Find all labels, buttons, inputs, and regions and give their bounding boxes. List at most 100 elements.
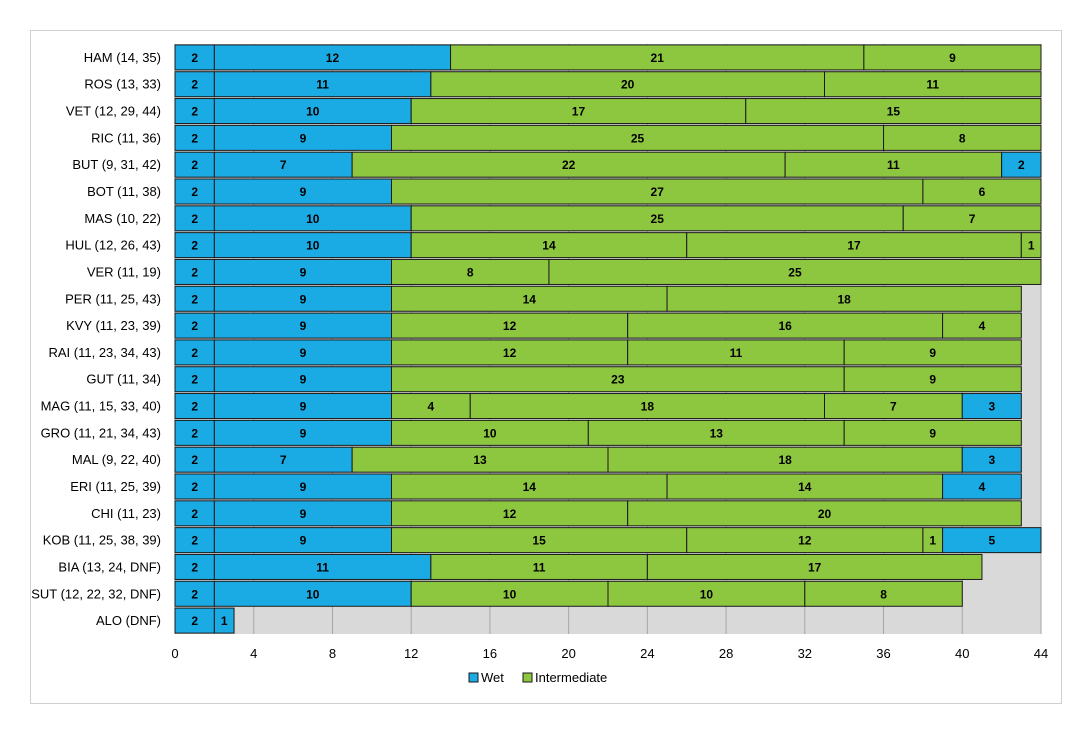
x-tick-label: 28 bbox=[719, 646, 733, 661]
category-label: VET (12, 29, 44) bbox=[66, 104, 161, 119]
bar-segment-label: 17 bbox=[808, 560, 822, 574]
bar-segment-label: 10 bbox=[306, 239, 320, 253]
bar-segment-label: 16 bbox=[778, 319, 792, 333]
bar-segment bbox=[391, 312, 629, 339]
bar-segment-label: 10 bbox=[503, 587, 517, 601]
category-label: ALO (DNF) bbox=[96, 613, 161, 628]
bar-segment-label: 17 bbox=[847, 239, 861, 253]
bar-segment-label: 9 bbox=[300, 319, 307, 333]
bar-segment bbox=[391, 258, 550, 285]
bar-segment-label: 1 bbox=[221, 614, 228, 628]
bar-segment-label: 11 bbox=[730, 346, 743, 360]
bar-segment-label: 12 bbox=[503, 507, 517, 521]
bar-segment bbox=[174, 71, 215, 98]
chart-frame: 2 12 21 9 2 11 20 11 2 10 17 15 2 9 25 8 2 7 22 11 2 2 9 27 6 2 10… bbox=[30, 30, 1062, 704]
category-label: SUT (12, 22, 32, DNF) bbox=[31, 586, 161, 601]
bar-segment-label: 14 bbox=[542, 239, 556, 253]
bar-segment bbox=[391, 419, 589, 446]
category-label: VER (11, 19) bbox=[87, 264, 161, 279]
category-label: MAG (11, 15, 33, 40) bbox=[41, 399, 161, 414]
bar-segment bbox=[174, 44, 215, 71]
category-label: MAL (9, 22, 40) bbox=[72, 452, 161, 467]
bar-segment-label: 15 bbox=[532, 534, 546, 548]
bar-segment bbox=[213, 553, 432, 580]
bar-segment bbox=[213, 124, 392, 151]
bar-segment-label: 9 bbox=[949, 51, 956, 65]
bar-segment bbox=[213, 258, 392, 285]
bar-segment-label: 22 bbox=[562, 158, 576, 172]
bar-segment-label: 4 bbox=[979, 480, 986, 494]
x-tick-label: 12 bbox=[404, 646, 418, 661]
bar-segment bbox=[213, 205, 412, 232]
bar-segment bbox=[174, 366, 215, 393]
bar-segment bbox=[587, 419, 845, 446]
bar-segment bbox=[942, 473, 1022, 500]
bar-segment-label: 14 bbox=[523, 292, 537, 306]
bar-segment bbox=[213, 151, 353, 178]
category-label: RAI (11, 23, 34, 43) bbox=[49, 345, 162, 360]
bar-segment bbox=[548, 258, 1042, 285]
bar-segment-label: 10 bbox=[483, 426, 497, 440]
bar-segment bbox=[174, 124, 215, 151]
bar-segment bbox=[213, 393, 392, 420]
bar-segment bbox=[213, 285, 392, 312]
bar-segment-label: 3 bbox=[988, 400, 995, 414]
bar-segment-label: 9 bbox=[300, 400, 307, 414]
category-label: RIC (11, 36) bbox=[91, 130, 161, 145]
category-label: MAS (10, 22) bbox=[84, 211, 161, 226]
bar-segment bbox=[942, 527, 1042, 554]
bar-segment bbox=[213, 500, 392, 527]
bar-segment bbox=[174, 473, 215, 500]
legend-swatch-wet bbox=[468, 672, 479, 683]
bar-segment-label: 18 bbox=[641, 400, 655, 414]
bar-segment-label: 2 bbox=[1018, 158, 1025, 172]
bar-segment-label: 2 bbox=[191, 614, 198, 628]
legend-label-intermediate: Intermediate bbox=[535, 670, 607, 685]
bar-segment bbox=[174, 151, 215, 178]
bar-segment-label: 12 bbox=[503, 346, 517, 360]
bar-segment bbox=[745, 98, 1042, 125]
bar-segment-label: 9 bbox=[300, 373, 307, 387]
bar-segment-label: 2 bbox=[191, 78, 198, 92]
bar-segment-label: 5 bbox=[988, 534, 995, 548]
bar-segment bbox=[686, 232, 1022, 259]
bar-segment-label: 9 bbox=[300, 265, 307, 279]
bar-segment-label: 9 bbox=[300, 131, 307, 145]
bar-segment-label: 2 bbox=[191, 534, 198, 548]
category-label: KOB (11, 25, 38, 39) bbox=[43, 533, 161, 548]
category-label: GRO (11, 21, 34, 43) bbox=[41, 425, 161, 440]
bar-segment-label: 25 bbox=[788, 265, 802, 279]
x-tick-label: 0 bbox=[171, 646, 178, 661]
bar-segment bbox=[627, 339, 845, 366]
bar-segment-label: 10 bbox=[306, 587, 320, 601]
bar-segment-label: 8 bbox=[959, 131, 966, 145]
bar-segment-label: 7 bbox=[890, 400, 897, 414]
bar-segment-label: 8 bbox=[880, 587, 887, 601]
bar-segment bbox=[391, 500, 629, 527]
bar-segment-label: 10 bbox=[700, 587, 714, 601]
bar-segment bbox=[410, 232, 688, 259]
bar-segment-label: 20 bbox=[621, 78, 635, 92]
bar-segment bbox=[391, 124, 885, 151]
bar-segment-label: 15 bbox=[887, 105, 901, 119]
bar-segment bbox=[1001, 151, 1042, 178]
bar-segment bbox=[430, 553, 648, 580]
bar-segment bbox=[450, 44, 865, 71]
bar-segment-label: 9 bbox=[300, 292, 307, 306]
bar-segment-label: 2 bbox=[191, 346, 198, 360]
bar-segment-label: 11 bbox=[533, 560, 546, 574]
bar-segment-label: 2 bbox=[191, 319, 198, 333]
bar-segment-label: 18 bbox=[778, 453, 792, 467]
bar-segment bbox=[902, 205, 1042, 232]
bar-segment bbox=[843, 419, 1022, 446]
bar-segment-label: 9 bbox=[929, 373, 936, 387]
category-label: HUL (12, 26, 43) bbox=[65, 238, 161, 253]
bar-segment-label: 9 bbox=[929, 346, 936, 360]
bar-segment-label: 8 bbox=[467, 265, 474, 279]
bar-segment-label: 11 bbox=[926, 78, 939, 92]
bar-segment-label: 4 bbox=[428, 400, 435, 414]
bar-segment bbox=[174, 419, 215, 446]
bar-segment-label: 2 bbox=[191, 292, 198, 306]
bar-segment-label: 9 bbox=[300, 426, 307, 440]
bar-segment-label: 9 bbox=[300, 507, 307, 521]
